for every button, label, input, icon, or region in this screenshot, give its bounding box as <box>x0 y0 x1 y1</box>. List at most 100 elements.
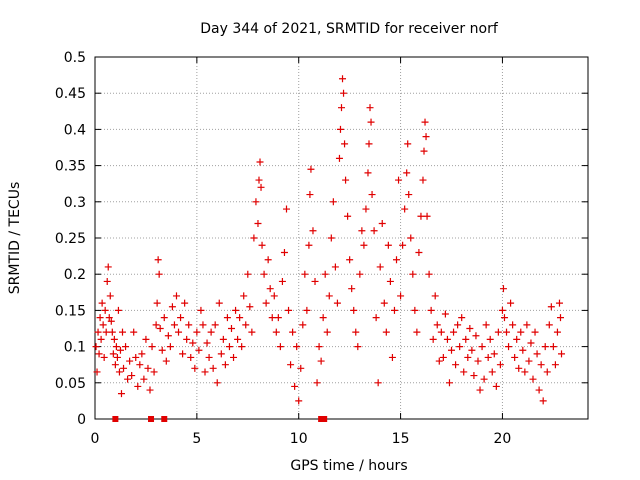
data-point <box>519 346 527 354</box>
data-point <box>266 285 274 293</box>
y-tick-label: 0.2 <box>64 267 86 283</box>
data-point <box>441 310 449 318</box>
data-point <box>112 343 120 351</box>
data-point <box>352 328 360 336</box>
data-point <box>513 335 521 343</box>
data-point <box>276 343 284 351</box>
data-point <box>311 277 319 285</box>
data-point <box>299 321 307 329</box>
data-point <box>272 328 280 336</box>
data-point <box>132 353 140 361</box>
data-point <box>474 357 482 365</box>
data-point <box>177 314 185 322</box>
data-point <box>295 397 303 405</box>
data-point <box>260 270 268 278</box>
data-point <box>354 343 362 351</box>
data-point <box>114 306 122 314</box>
data-point <box>291 382 299 390</box>
data-point <box>309 227 317 235</box>
data-point <box>443 335 451 343</box>
data-point <box>142 335 150 343</box>
data-point <box>448 346 456 354</box>
data-point <box>535 386 543 394</box>
data-point <box>252 198 260 206</box>
data-point <box>327 234 335 242</box>
data-point <box>160 314 168 322</box>
data-point <box>96 314 104 322</box>
data-point <box>370 227 378 235</box>
data-point <box>240 292 248 300</box>
data-point <box>110 335 118 343</box>
data-point <box>437 328 445 336</box>
data-point <box>500 314 508 322</box>
data-point <box>242 321 250 329</box>
data-point <box>395 176 403 184</box>
data-point <box>439 353 447 361</box>
data-point <box>256 158 264 166</box>
data-point <box>124 375 132 383</box>
data-point <box>541 343 549 351</box>
data-point <box>303 306 311 314</box>
data-point <box>285 306 293 314</box>
data-point <box>531 328 539 336</box>
data-point <box>172 292 180 300</box>
data-point <box>452 361 460 369</box>
data-point <box>289 328 297 336</box>
x-axis-ticks: 0 5 10 15 20 <box>91 57 512 447</box>
data-point <box>555 299 563 307</box>
data-point <box>420 147 428 155</box>
data-point <box>329 198 337 206</box>
data-point <box>450 328 458 336</box>
data-point <box>101 306 109 314</box>
data-point <box>376 263 384 271</box>
data-point <box>393 256 401 264</box>
data-point <box>97 335 105 343</box>
data-point <box>470 372 478 380</box>
data-point <box>386 277 394 285</box>
data-point <box>346 256 354 264</box>
data-point <box>333 299 341 307</box>
data-point <box>248 328 256 336</box>
data-point <box>364 169 372 177</box>
data-point <box>423 212 431 220</box>
data-point <box>325 292 333 300</box>
data-point <box>422 133 430 141</box>
data-point <box>537 361 545 369</box>
data-point <box>164 332 172 340</box>
data-point <box>153 299 161 307</box>
data-point <box>340 89 348 97</box>
data-point <box>445 379 453 387</box>
data-point <box>498 306 506 314</box>
zero-marker-point <box>112 416 119 422</box>
data-point <box>549 343 557 351</box>
data-point <box>130 328 138 336</box>
data-point <box>335 154 343 162</box>
data-point <box>282 205 290 213</box>
data-point <box>458 314 466 322</box>
data-point <box>150 368 158 376</box>
data-point <box>488 368 496 376</box>
data-point <box>380 299 388 307</box>
data-point <box>116 346 124 354</box>
data-point <box>102 328 110 336</box>
data-point <box>378 220 386 228</box>
data-point <box>368 191 376 199</box>
data-point <box>388 353 396 361</box>
data-point <box>108 328 116 336</box>
data-point <box>99 321 107 329</box>
x-tick-label: 5 <box>192 431 201 447</box>
data-point <box>217 350 225 358</box>
x-tick-label: 0 <box>91 431 100 447</box>
data-point <box>156 325 164 332</box>
x-axis-label: GPS time / hours <box>290 458 407 474</box>
data-point <box>148 343 156 351</box>
x-tick-label: 20 <box>494 431 512 447</box>
data-point <box>499 285 507 293</box>
x-tick-label: 15 <box>392 431 410 447</box>
data-point <box>154 256 162 264</box>
data-point <box>382 328 390 336</box>
data-point <box>366 104 374 112</box>
zero-marker-point <box>321 416 328 422</box>
zero-marker-point <box>161 416 168 422</box>
data-point <box>521 368 529 376</box>
